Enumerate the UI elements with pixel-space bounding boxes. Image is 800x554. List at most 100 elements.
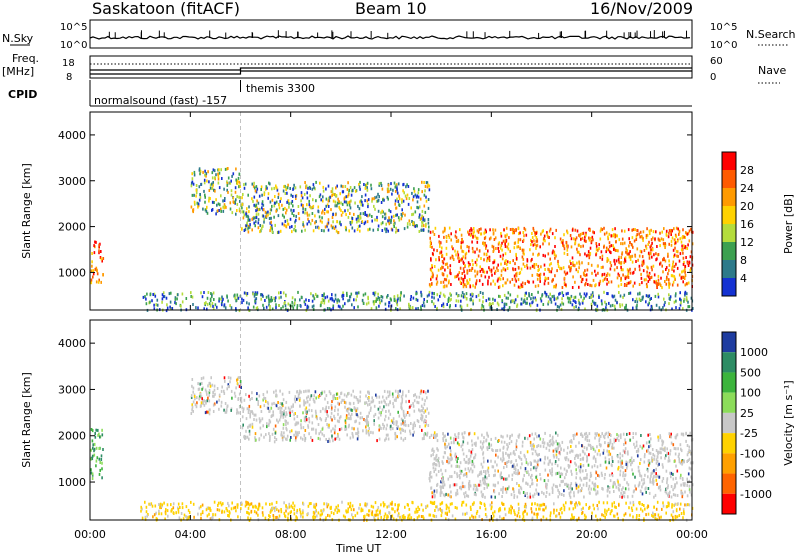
echo-cell — [667, 494, 670, 498]
echo-cell — [258, 417, 261, 421]
echo-cell — [592, 447, 595, 451]
echo-cell — [426, 433, 428, 437]
echo-cell — [446, 284, 448, 288]
echo-cell — [471, 267, 474, 270]
echo-cell — [294, 186, 297, 190]
echo-cell — [428, 435, 431, 439]
echo-cell — [205, 410, 208, 414]
echo-cell — [452, 483, 455, 487]
echo-cell — [334, 428, 336, 432]
echo-cell — [544, 268, 546, 271]
echo-cell — [364, 193, 367, 197]
echo-cell — [225, 410, 228, 414]
echo-cell — [285, 423, 287, 426]
echo-cell — [295, 229, 297, 233]
echo-cell — [541, 490, 543, 494]
echo-cell — [581, 261, 583, 265]
echo-cell — [586, 434, 589, 438]
echo-cell — [254, 189, 257, 193]
echo-cell — [399, 307, 401, 311]
echo-cell — [236, 195, 238, 199]
echo-cell — [460, 485, 462, 489]
echo-cell — [487, 297, 490, 301]
echo-cell — [558, 492, 561, 496]
echo-cell — [684, 267, 686, 271]
echo-cell — [415, 297, 418, 301]
echo-cell — [649, 477, 651, 481]
echo-cell — [505, 296, 508, 300]
echo-cell — [528, 473, 530, 477]
echo-cell — [166, 503, 169, 507]
echo-cell — [584, 476, 586, 480]
echo-cell — [312, 294, 314, 298]
echo-cell — [561, 472, 564, 476]
echo-cell — [622, 432, 625, 436]
echo-cell — [604, 460, 607, 464]
echo-cell — [469, 505, 472, 509]
echo-cell — [378, 182, 381, 186]
echo-cell — [492, 250, 495, 253]
echo-cell — [553, 250, 556, 254]
echo-cell — [438, 464, 441, 468]
echo-cell — [226, 294, 228, 298]
echo-cell — [612, 244, 614, 248]
echo-cell — [590, 284, 593, 288]
echo-cell — [583, 476, 585, 480]
echo-cell — [289, 217, 292, 221]
echo-cell — [472, 263, 474, 267]
echo-cell — [201, 387, 203, 391]
echo-cell — [277, 401, 279, 404]
echo-cell — [221, 295, 223, 299]
echo-cell — [324, 397, 326, 401]
echo-cell — [426, 181, 429, 185]
echo-cell — [485, 299, 488, 303]
echo-cell — [337, 201, 340, 205]
echo-cell — [359, 216, 361, 220]
echo-cell — [482, 270, 484, 274]
echo-cell — [334, 424, 337, 428]
echo-cell — [433, 433, 435, 437]
echo-cell — [662, 258, 664, 262]
echo-cell — [608, 450, 610, 454]
echo-cell — [371, 396, 373, 400]
echo-cell — [606, 292, 608, 295]
echo-cell — [254, 293, 256, 296]
echo-cell — [208, 408, 211, 412]
echo-cell — [562, 479, 564, 483]
echo-cell — [294, 395, 297, 399]
echo-cell — [281, 436, 284, 439]
echo-cell — [474, 453, 477, 457]
echo-cell — [509, 261, 511, 265]
echo-cell — [535, 239, 538, 243]
echo-cell — [213, 394, 215, 398]
echo-cell — [252, 184, 255, 188]
echo-cell — [468, 268, 471, 272]
echo-cell — [656, 245, 658, 248]
echo-cell — [304, 228, 306, 232]
echo-cell — [478, 279, 481, 283]
echo-cell — [400, 291, 402, 295]
echo-cell — [285, 294, 287, 298]
echo-cell — [429, 475, 432, 479]
echo-cell — [336, 507, 339, 511]
echo-cell — [558, 442, 561, 446]
echo-cell — [506, 278, 509, 282]
echo-cell — [357, 434, 360, 438]
echo-cell — [526, 495, 529, 499]
echo-cell — [408, 197, 411, 200]
echo-cell — [208, 412, 211, 416]
echo-cell — [531, 273, 534, 277]
echo-cell — [585, 484, 588, 488]
echo-cell — [315, 415, 318, 419]
echo-cell — [256, 392, 258, 396]
echo-cell — [264, 210, 267, 214]
echo-cell — [591, 465, 593, 469]
echo-cell — [648, 240, 650, 244]
echo-cell — [281, 402, 284, 406]
echo-cell — [246, 207, 248, 211]
echo-cell — [644, 453, 646, 457]
echo-cell — [570, 245, 573, 249]
echo-cell — [253, 186, 256, 190]
echo-cell — [354, 407, 357, 411]
echo-cell — [621, 251, 624, 255]
